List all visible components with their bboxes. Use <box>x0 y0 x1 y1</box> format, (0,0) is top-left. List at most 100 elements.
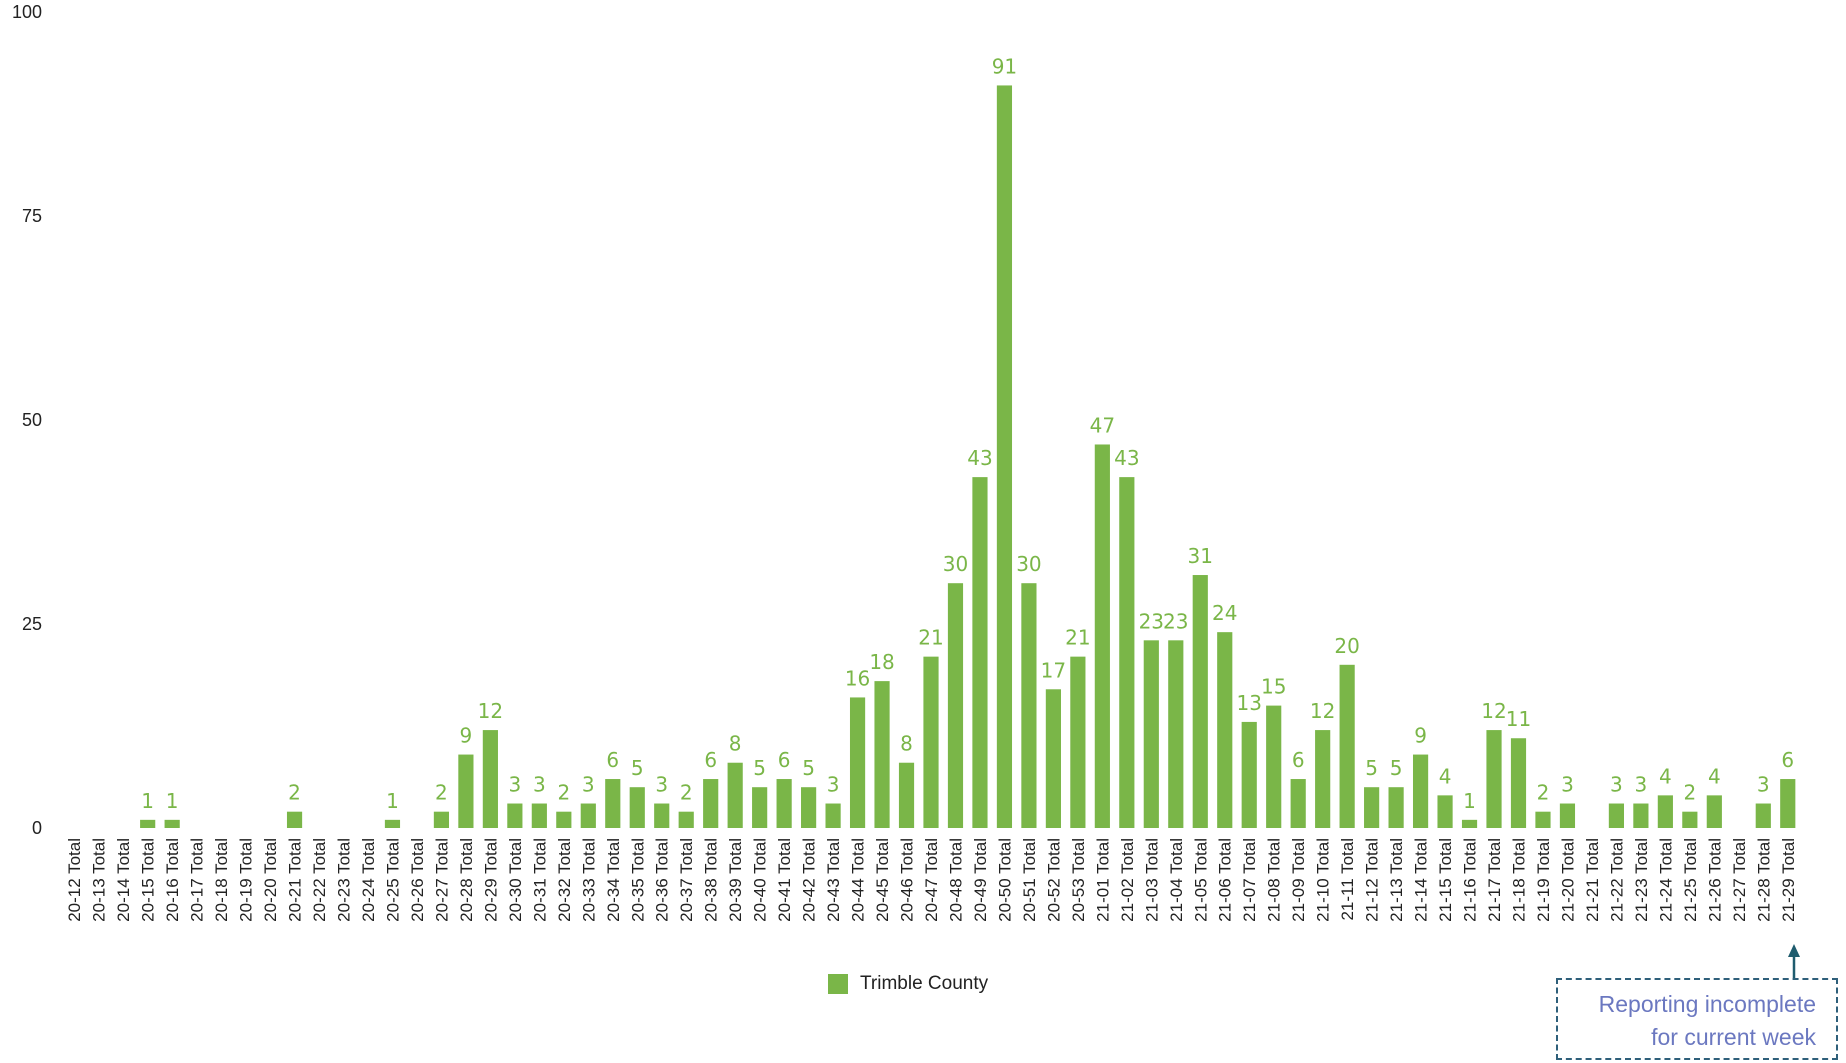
x-tick-label: 20-24 Total <box>359 838 378 922</box>
bar <box>1388 787 1404 828</box>
x-tick-label: 21-02 Total <box>1118 838 1137 922</box>
x-tick-label: 20-42 Total <box>800 838 819 922</box>
x-tick-label: 20-26 Total <box>408 838 427 922</box>
data-label: 2 <box>680 781 693 805</box>
x-tick-label: 21-25 Total <box>1681 838 1700 922</box>
data-label: 3 <box>1561 773 1574 797</box>
bar <box>1706 795 1722 828</box>
x-tick-label: 21-01 Total <box>1093 838 1112 922</box>
x-tick-label: 21-03 Total <box>1142 838 1161 922</box>
data-label: 4 <box>1659 764 1672 788</box>
data-label: 15 <box>1261 675 1286 699</box>
data-label: 1 <box>386 789 399 813</box>
data-label: 2 <box>288 781 301 805</box>
data-label: 23 <box>1139 609 1164 633</box>
bar <box>1315 730 1331 828</box>
bar <box>605 779 621 828</box>
data-label: 6 <box>606 748 619 772</box>
x-tick-label: 20-27 Total <box>432 838 451 922</box>
data-label: 1 <box>166 789 179 813</box>
x-tick-label: 20-28 Total <box>457 838 476 922</box>
bar <box>996 85 1013 828</box>
x-tick-label: 21-14 Total <box>1412 838 1431 922</box>
x-tick-label: 21-28 Total <box>1754 838 1773 922</box>
x-tick-label: 20-22 Total <box>310 838 329 922</box>
data-label: 5 <box>1390 756 1403 780</box>
x-tick-label: 20-44 Total <box>849 838 868 922</box>
x-tick-label: 20-13 Total <box>90 838 109 922</box>
data-label: 5 <box>802 756 815 780</box>
x-tick-label: 20-33 Total <box>579 838 598 922</box>
bar <box>727 762 743 828</box>
legend-swatch <box>828 974 848 994</box>
data-label: 2 <box>435 781 448 805</box>
bar <box>1021 583 1037 828</box>
bar <box>629 787 645 828</box>
bar <box>1119 477 1135 828</box>
x-tick-label: 20-37 Total <box>677 838 696 922</box>
bar <box>1510 738 1527 828</box>
bar <box>1217 632 1233 828</box>
bar <box>580 803 596 828</box>
x-tick-label: 21-21 Total <box>1583 838 1602 922</box>
bar <box>1070 656 1086 828</box>
x-tick-label: 21-15 Total <box>1436 838 1455 922</box>
data-label: 43 <box>967 446 992 470</box>
x-tick-label: 20-51 Total <box>1020 838 1039 922</box>
data-label: 17 <box>1041 658 1066 682</box>
data-label: 3 <box>582 773 595 797</box>
bar <box>874 681 890 828</box>
x-tick-label: 21-26 Total <box>1705 838 1724 922</box>
bar <box>1486 730 1502 828</box>
data-label: 3 <box>1610 773 1623 797</box>
data-label: 3 <box>1635 773 1648 797</box>
bar <box>556 811 572 828</box>
bar <box>384 819 401 828</box>
data-label: 21 <box>918 626 943 650</box>
legend-label: Trimble County <box>860 973 989 994</box>
data-label: 18 <box>869 650 894 674</box>
y-tick-label: 0 <box>32 818 42 838</box>
x-tick-label: 21-20 Total <box>1558 838 1577 922</box>
bar <box>1045 689 1061 828</box>
data-label: 91 <box>992 54 1017 78</box>
data-label: 12 <box>1481 699 1506 723</box>
bar <box>1780 779 1796 828</box>
y-tick-label: 50 <box>22 410 42 430</box>
x-tick-label: 20-48 Total <box>946 838 965 922</box>
data-label: 3 <box>1757 773 1770 797</box>
arrowhead-icon <box>1788 944 1800 957</box>
data-label: 30 <box>943 552 968 576</box>
bar <box>776 779 792 828</box>
x-tick-label: 20-35 Total <box>628 838 647 922</box>
bar <box>507 803 523 828</box>
bar <box>849 697 866 828</box>
bar <box>1339 664 1355 828</box>
data-label: 5 <box>631 756 644 780</box>
data-label: 5 <box>753 756 766 780</box>
data-label: 31 <box>1188 544 1213 568</box>
bar <box>1535 811 1551 828</box>
bar <box>1168 640 1184 828</box>
bar <box>801 787 817 828</box>
x-tick-label: 20-29 Total <box>481 838 500 922</box>
data-label: 2 <box>1683 781 1696 805</box>
data-label: 13 <box>1236 691 1261 715</box>
x-tick-label: 21-18 Total <box>1509 838 1528 922</box>
x-tick-label: 21-16 Total <box>1461 838 1480 922</box>
x-tick-label: 20-41 Total <box>775 838 794 922</box>
data-label: 12 <box>478 699 503 723</box>
bar <box>1192 575 1208 828</box>
data-label: 3 <box>533 773 546 797</box>
data-label: 4 <box>1439 764 1452 788</box>
x-tick-label: 20-18 Total <box>212 838 231 922</box>
bar <box>1412 754 1429 828</box>
bar <box>923 656 939 828</box>
x-tick-label: 21-07 Total <box>1240 838 1259 922</box>
x-tick-label: 20-25 Total <box>383 838 402 922</box>
bar <box>1461 819 1478 828</box>
data-label: 4 <box>1708 764 1721 788</box>
y-tick-label: 25 <box>22 614 42 634</box>
